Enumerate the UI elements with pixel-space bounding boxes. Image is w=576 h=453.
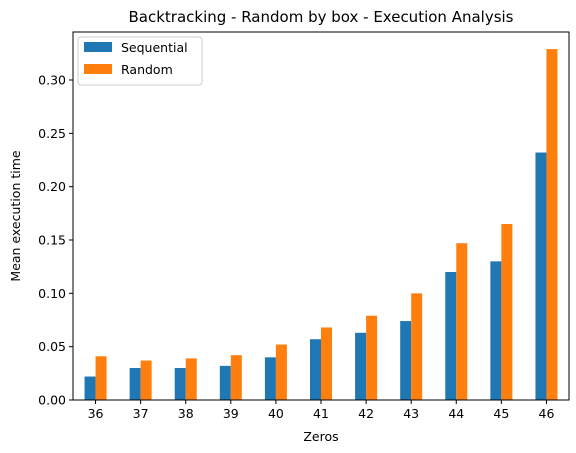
y-tick-label: 0.30 xyxy=(38,73,66,88)
legend-swatch-sequential xyxy=(84,42,112,52)
legend-swatch-random xyxy=(84,64,112,74)
bar-sequential-44 xyxy=(445,272,457,400)
bar-random-44 xyxy=(456,243,468,400)
x-tick-label: 43 xyxy=(403,406,419,421)
legend: Sequential Random xyxy=(77,36,203,86)
bar-random-45 xyxy=(501,224,513,400)
x-tick-label: 39 xyxy=(223,406,239,421)
bar-random-43 xyxy=(411,293,423,400)
x-tick-label: 41 xyxy=(313,406,329,421)
bar-sequential-40 xyxy=(264,357,276,400)
bar-sequential-41 xyxy=(310,339,321,400)
bar-sequential-36 xyxy=(84,376,96,400)
bar-sequential-38 xyxy=(174,368,186,400)
bar-sequential-43 xyxy=(400,321,412,400)
legend-label-random: Random xyxy=(121,62,173,77)
x-tick-label: 40 xyxy=(268,406,284,421)
legend-label-sequential: Sequential xyxy=(121,40,188,55)
y-tick-label: 0.15 xyxy=(38,233,66,248)
x-tick-label: 38 xyxy=(178,406,194,421)
bar-random-41 xyxy=(321,327,332,400)
x-tick-label: 44 xyxy=(448,406,464,421)
bars-group xyxy=(84,49,558,401)
x-tick-label: 46 xyxy=(539,406,555,421)
bar-random-37 xyxy=(140,360,152,400)
x-tick-label: 36 xyxy=(88,406,104,421)
x-axis-ticks: 36 37 38 39 40 41 42 43 44 45 46 xyxy=(88,400,555,421)
bar-random-36 xyxy=(95,356,107,400)
bar-random-42 xyxy=(366,315,378,400)
bar-random-39 xyxy=(230,355,242,400)
x-tick-label: 42 xyxy=(358,406,374,421)
y-tick-label: 0.10 xyxy=(38,286,66,301)
x-tick-label: 37 xyxy=(133,406,149,421)
y-axis-ticks: 0.00 0.05 0.10 0.15 0.20 0.25 0.30 xyxy=(38,73,73,408)
y-tick-label: 0.20 xyxy=(38,179,66,194)
bar-random-38 xyxy=(185,358,197,400)
chart-title: Backtracking - Random by box - Execution… xyxy=(128,8,513,26)
bar-random-40 xyxy=(275,344,287,400)
bar-sequential-46 xyxy=(535,152,547,400)
y-tick-label: 0.05 xyxy=(38,339,66,354)
x-axis-label: Zeros xyxy=(303,429,338,444)
bar-sequential-45 xyxy=(490,261,502,400)
y-tick-label: 0.25 xyxy=(38,126,66,141)
bar-sequential-39 xyxy=(219,365,231,400)
y-axis-label: Mean execution time xyxy=(8,150,23,281)
bar-sequential-42 xyxy=(355,332,367,400)
bar-random-46 xyxy=(546,49,558,401)
y-tick-label: 0.00 xyxy=(38,393,66,408)
x-tick-label: 45 xyxy=(493,406,509,421)
bar-sequential-37 xyxy=(129,368,141,400)
